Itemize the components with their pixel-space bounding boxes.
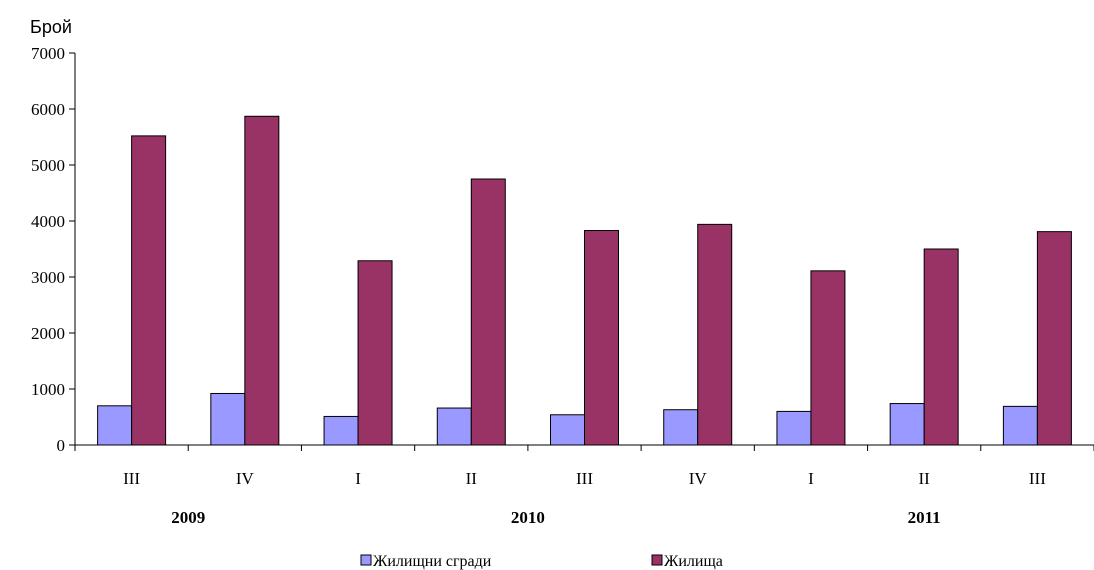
bar-buildings: [889, 403, 925, 446]
bar-buildings: [97, 405, 133, 446]
x-category-label: II: [919, 469, 931, 488]
bar-dwellings: [1036, 231, 1072, 446]
y-tick-label: 3000: [31, 268, 65, 287]
x-category-label: III: [576, 469, 593, 488]
y-tick-labels: 0 1000 2000 3000 4000 5000 6000 7000: [31, 44, 65, 455]
y-tick-label: 5000: [31, 156, 65, 175]
y-tick-label: 7000: [31, 44, 65, 63]
bar-buildings: [436, 407, 472, 446]
x-category-label: III: [123, 469, 140, 488]
bar-dwellings: [923, 248, 959, 446]
bar-buildings: [550, 414, 585, 446]
legend-swatch-dwellings: [651, 554, 663, 566]
year-labels: 2009 2010 2011: [171, 508, 940, 527]
x-category-labels: III IV I II III IV I II III: [123, 469, 1046, 488]
x-category-label: I: [808, 469, 814, 488]
bar-buildings: [1002, 405, 1038, 446]
bar-dwellings: [584, 230, 619, 446]
bar-dwellings: [131, 135, 167, 446]
year-label: 2010: [511, 508, 545, 527]
y-tick-label: 4000: [31, 212, 65, 231]
bar-dwellings: [470, 178, 506, 446]
legend-swatch-buildings: [360, 554, 372, 566]
x-category-label: IV: [236, 469, 255, 488]
x-category-label: III: [1029, 469, 1046, 488]
y-tick-label: 6000: [31, 100, 65, 119]
y-axis-label: Брой: [30, 17, 72, 37]
y-tick-label: 2000: [31, 324, 65, 343]
y-tick-label: 1000: [31, 380, 65, 399]
legend: Жилищни сгради Жилища: [360, 553, 723, 570]
legend-label-dwellings: Жилища: [664, 553, 723, 570]
bar-buildings: [323, 415, 359, 446]
year-label: 2011: [908, 508, 941, 527]
bars: [97, 115, 1072, 446]
y-tick-label: 0: [57, 436, 66, 455]
legend-label-buildings: Жилищни сгради: [373, 553, 492, 570]
bar-dwellings: [810, 270, 846, 446]
bar-buildings: [663, 409, 699, 446]
x-category-label: I: [355, 469, 361, 488]
bar-dwellings: [697, 223, 733, 446]
year-label: 2009: [171, 508, 205, 527]
bar-dwellings: [357, 260, 393, 446]
bar-buildings: [210, 392, 246, 446]
bar-buildings: [776, 410, 812, 446]
x-category-label: II: [466, 469, 478, 488]
bar-dwellings: [244, 115, 280, 446]
x-category-label: IV: [689, 469, 708, 488]
